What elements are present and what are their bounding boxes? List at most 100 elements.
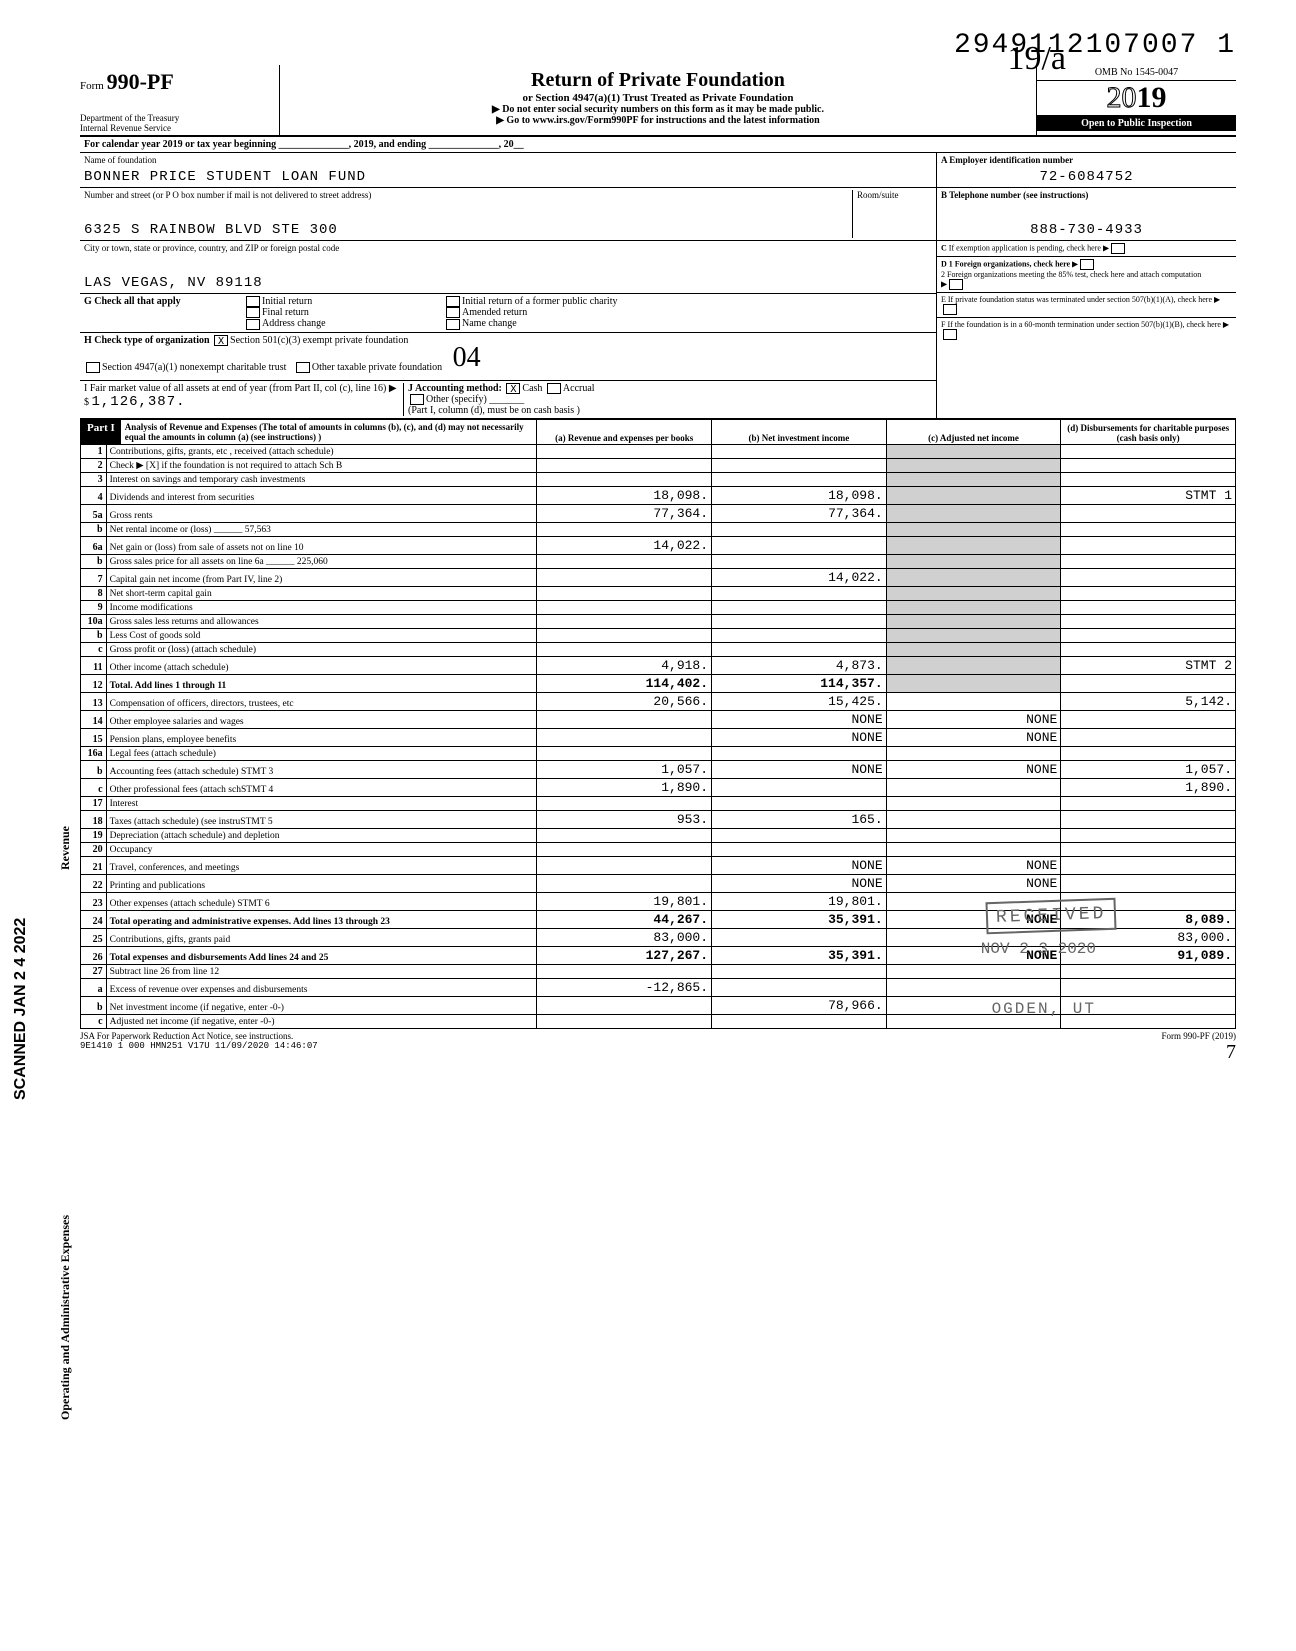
other-taxable-checkbox[interactable]	[296, 362, 310, 373]
col-a-val	[537, 843, 712, 857]
line-num: b	[81, 997, 107, 1015]
address-change-checkbox[interactable]	[246, 319, 260, 330]
line-desc: Total. Add lines 1 through 11	[106, 675, 537, 693]
received-stamp: RECEIVED	[985, 898, 1116, 935]
col-a-val: 44,267.	[537, 911, 712, 929]
col-c-val	[886, 979, 1061, 997]
name-label: Name of foundation	[84, 155, 932, 165]
col-b-header: (b) Net investment income	[712, 420, 887, 445]
line-desc: Less Cost of goods sold	[106, 629, 537, 643]
name-change-checkbox[interactable]	[446, 319, 460, 330]
col-a-val: 127,267.	[537, 947, 712, 965]
col-a-val	[537, 555, 712, 569]
opt-4947: Section 4947(a)(1) nonexempt charitable …	[102, 362, 286, 373]
col-c-val	[886, 555, 1061, 569]
opt-final: Final return	[262, 307, 309, 318]
former-charity-checkbox[interactable]	[446, 296, 460, 307]
col-a-val: 14,022.	[537, 537, 712, 555]
opt-other-method: Other (specify) _______	[426, 394, 524, 405]
initial-return-checkbox[interactable]	[246, 296, 260, 307]
col-a-val: 1,890.	[537, 779, 712, 797]
line-num: b	[81, 629, 107, 643]
ssn-warning: ▶ Do not enter social security numbers o…	[288, 104, 1028, 115]
col-d-val	[1061, 729, 1236, 747]
line-desc: Gross profit or (loss) (attach schedule)	[106, 643, 537, 657]
col-c-val	[886, 487, 1061, 505]
col-d-val	[1061, 711, 1236, 729]
col-a-val	[537, 459, 712, 473]
col-b-val: 15,425.	[712, 693, 887, 711]
tax-year: 2019	[1037, 81, 1236, 116]
col-b-val: 14,022.	[712, 569, 887, 587]
line-num: 7	[81, 569, 107, 587]
j-note: (Part I, column (d), must be on cash bas…	[408, 405, 580, 416]
501c3-checkbox[interactable]: X	[214, 335, 228, 346]
col-d-val: 5,142.	[1061, 693, 1236, 711]
col-c-val: NONE	[886, 761, 1061, 779]
col-b-val	[712, 459, 887, 473]
line-num: 2	[81, 459, 107, 473]
line-num: 21	[81, 857, 107, 875]
line-num: 22	[81, 875, 107, 893]
d2-checkbox[interactable]	[949, 279, 963, 290]
line-desc: Other employee salaries and wages	[106, 711, 537, 729]
col-b-val	[712, 473, 887, 487]
fmv-value: 1,126,387.	[92, 390, 186, 410]
col-c-val	[886, 615, 1061, 629]
line-num: 19	[81, 829, 107, 843]
page-footer: JSA For Paperwork Reduction Act Notice, …	[80, 1031, 1236, 1064]
accrual-checkbox[interactable]	[547, 383, 561, 394]
col-c-val	[886, 459, 1061, 473]
final-return-checkbox[interactable]	[246, 307, 260, 318]
part1-text: Analysis of Revenue and Expenses (The to…	[121, 420, 537, 444]
col-b-val: 35,391.	[712, 911, 887, 929]
opt-501c3: Section 501(c)(3) exempt private foundat…	[230, 335, 408, 346]
col-b-val: 114,357.	[712, 675, 887, 693]
e-checkbox[interactable]	[943, 304, 957, 315]
4947-checkbox[interactable]	[86, 362, 100, 373]
col-a-val: 83,000.	[537, 929, 712, 947]
line-num: c	[81, 643, 107, 657]
col-b-val	[712, 1015, 887, 1029]
form-number: Form 990-PF	[80, 69, 273, 95]
col-b-val: NONE	[712, 711, 887, 729]
col-b-val: 165.	[712, 811, 887, 829]
col-c-val: NONE	[886, 711, 1061, 729]
col-c-val	[886, 523, 1061, 537]
other-method-checkbox[interactable]	[410, 394, 424, 405]
line-num: 6a	[81, 537, 107, 555]
f-checkbox[interactable]	[943, 329, 957, 340]
col-b-val	[712, 747, 887, 761]
col-d-val	[1061, 979, 1236, 997]
col-c-val	[886, 505, 1061, 523]
col-b-val	[712, 555, 887, 569]
col-b-val: NONE	[712, 761, 887, 779]
scanned-stamp: SCANNED JAN 2 4 2022	[12, 918, 30, 1100]
col-a-val: 114,402.	[537, 675, 712, 693]
col-d-val	[1061, 747, 1236, 761]
line-desc: Net gain or (loss) from sale of assets n…	[106, 537, 537, 555]
line-desc: Travel, conferences, and meetings	[106, 857, 537, 875]
col-b-val	[712, 445, 887, 459]
col-c-val	[886, 779, 1061, 797]
col-a-val: 4,918.	[537, 657, 712, 675]
col-a-val	[537, 711, 712, 729]
cash-checkbox[interactable]: X	[506, 383, 520, 394]
opt-amend: Amended return	[462, 307, 527, 318]
col-c-val	[886, 601, 1061, 615]
col-d-val	[1061, 797, 1236, 811]
col-b-val: NONE	[712, 729, 887, 747]
opt-initial: Initial return	[262, 296, 312, 307]
col-a-val	[537, 875, 712, 893]
line-desc: Interest on savings and temporary cash i…	[106, 473, 537, 487]
line-desc: Check ▶ [X] if the foundation is not req…	[106, 459, 537, 473]
line-num: 16a	[81, 747, 107, 761]
col-c-val	[886, 629, 1061, 643]
amended-checkbox[interactable]	[446, 307, 460, 318]
c-checkbox[interactable]	[1111, 243, 1125, 254]
line-num: 24	[81, 911, 107, 929]
d1-checkbox[interactable]	[1080, 259, 1094, 270]
line-desc: Gross sales less returns and allowances	[106, 615, 537, 629]
line-desc: Excess of revenue over expenses and disb…	[106, 979, 537, 997]
ein-value: 72-6084752	[941, 165, 1232, 185]
